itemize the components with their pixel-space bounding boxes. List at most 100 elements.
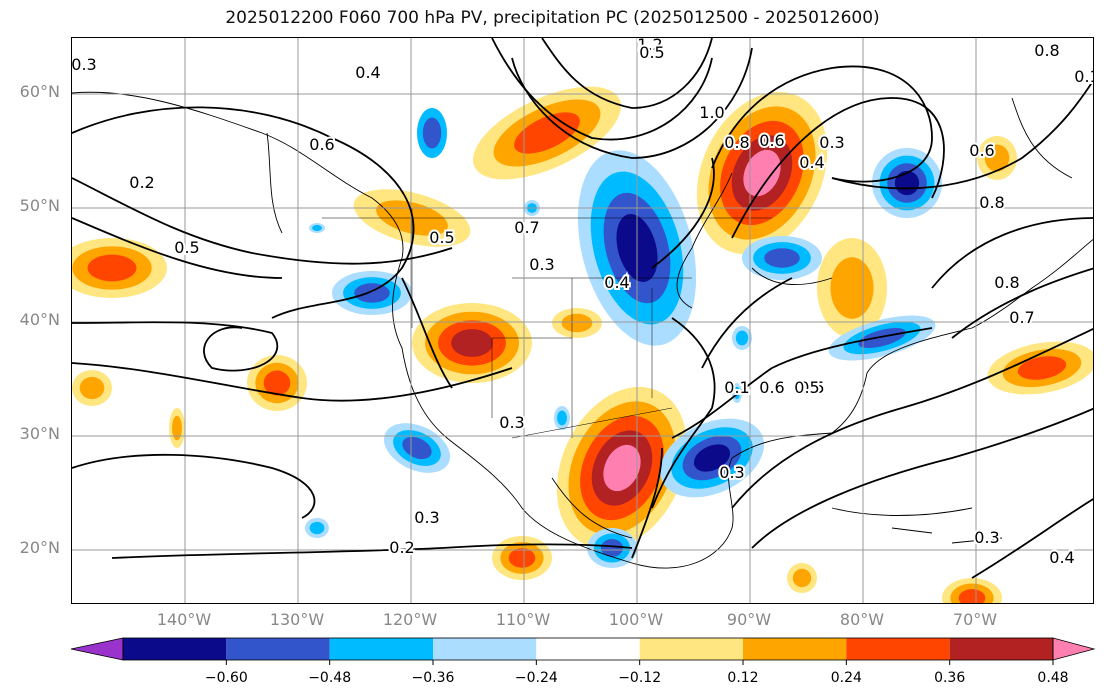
contour-label-28: 0.2 <box>389 538 414 557</box>
map-title: 2025012200 F060 700 hPa PV, precipitatio… <box>225 8 880 28</box>
contour-label-7: 0.5 <box>174 238 199 257</box>
contour-label-15: 0.5 <box>429 228 454 247</box>
colorbar-block-2 <box>226 638 330 660</box>
precipitation-shading <box>72 86 1093 603</box>
precip-blob-4 <box>764 248 800 268</box>
contour-label-2: 1.2 <box>637 38 662 54</box>
lon-label-130w: 130°W <box>269 610 325 629</box>
lat-label-40n: 40°N <box>19 310 60 329</box>
contour-labels: 0.30.41.20.80.10.60.20.50.71.00.80.60.50… <box>72 38 1093 569</box>
pv-contour-5 <box>72 453 316 519</box>
contour-label-16: 0.3 <box>529 255 554 274</box>
pv-contour-16 <box>731 327 1093 509</box>
lat-label-60n: 60°N <box>19 82 60 101</box>
lon-label-90w: 90°W <box>726 610 772 629</box>
lon-label-80w: 80°W <box>839 610 885 629</box>
precip-blob-7 <box>984 144 1010 172</box>
precip-blob-24 <box>309 521 325 535</box>
precip-blob-22 <box>508 548 536 568</box>
colorbar-block-8 <box>846 638 950 660</box>
lat-label-50n: 50°N <box>19 196 60 215</box>
coastline-5 <box>831 507 973 516</box>
coastlines <box>72 91 1093 569</box>
colorbar-tick-label-8: 0.48 <box>1037 670 1068 686</box>
coastline-6 <box>1011 97 1073 179</box>
contour-label-11: 0.6 <box>759 131 784 150</box>
colorbar-tick-label-0: −0.60 <box>205 670 248 686</box>
lon-label-140w: 140°W <box>156 610 212 629</box>
colorbar-tick-label-6: 0.24 <box>831 670 862 686</box>
precip-blob-13 <box>263 370 291 396</box>
contour-label-6: 0.2 <box>129 173 154 192</box>
pv-contour-0 <box>72 106 415 319</box>
pv-contour-9 <box>541 38 713 109</box>
precip-blob-12 <box>561 313 593 333</box>
precip-blob-27 <box>557 410 567 426</box>
colorbar-frame <box>122 637 1054 661</box>
pv-contour-2 <box>72 217 283 279</box>
contour-label-0: 0.3 <box>72 55 97 74</box>
precip-blob-26 <box>958 589 986 603</box>
contour-label-26: 0.5 <box>794 378 819 397</box>
pv-contour-22 <box>631 447 663 559</box>
precip-blob-9 <box>87 254 137 282</box>
pv-contour-13 <box>651 157 715 269</box>
colorbar-block-9 <box>949 638 1053 660</box>
lat-label-20n: 20°N <box>19 538 60 557</box>
lon-label-100w: 100°W <box>608 610 664 629</box>
contour-label-14: 0.8 <box>979 193 1004 212</box>
precip-blob-11 <box>451 329 493 357</box>
contour-label-3: 0.8 <box>1034 41 1059 60</box>
contour-label-23: 0.5 <box>799 378 824 397</box>
lat-label-30n: 30°N <box>19 424 60 443</box>
contour-label-24: 0.1 <box>724 378 749 397</box>
colorbar-tick-label-7: 0.36 <box>934 670 965 686</box>
contour-label-31: 0.4 <box>1049 548 1074 567</box>
pv-contour-10 <box>711 65 933 183</box>
contour-label-18: 0.4 <box>799 153 824 172</box>
contour-label-21: 0.7 <box>1009 308 1034 327</box>
pv-contour-4 <box>72 362 513 402</box>
contour-label-25: 0.3 <box>499 413 524 432</box>
coastline-4 <box>551 477 633 539</box>
pv-contour-6 <box>111 543 633 559</box>
coastline-3 <box>751 267 833 286</box>
precip-blob-29 <box>312 224 322 232</box>
precip-blob-21 <box>1017 356 1067 380</box>
colorbar-block-7 <box>743 638 847 660</box>
colorbar-tick-label-4: −0.12 <box>618 670 661 686</box>
pv-contour-14 <box>701 277 793 369</box>
map-panel: 0.30.41.20.80.10.60.20.50.71.00.80.60.50… <box>71 37 1094 604</box>
colorbar-tick-label-2: −0.36 <box>412 670 455 686</box>
contour-label-10: 0.8 <box>724 133 749 152</box>
precip-blob-1 <box>422 117 442 149</box>
precip-blob-25 <box>792 568 812 588</box>
precip-blob-30 <box>735 330 749 346</box>
contour-label-29: 0.3 <box>719 463 744 482</box>
precip-blob-20 <box>858 328 906 348</box>
pv-contour-21 <box>651 317 716 509</box>
pv-contour-18 <box>931 217 1093 289</box>
pv-contour-15 <box>671 327 933 439</box>
pv-contour-3 <box>72 321 279 372</box>
pv-contour-17 <box>751 407 1093 549</box>
colorbar-block-1 <box>123 638 227 660</box>
contour-label-30: 0.3 <box>974 528 999 547</box>
pv-contour-23 <box>401 277 453 389</box>
map-canvas: 0.30.41.20.80.10.60.20.50.71.00.80.60.50… <box>72 38 1093 603</box>
colorbar: −0.60 −0.48 −0.36 −0.24 −0.12 0.12 0.24 0.36 0.4… <box>70 637 1096 686</box>
colorbar-block-4 <box>433 638 537 660</box>
precip-blob-15 <box>172 415 182 441</box>
pv-contour-19 <box>951 267 1093 339</box>
colorbar-tick-label-3: −0.24 <box>515 670 558 686</box>
pv-contour-8 <box>511 47 753 159</box>
colorbar-tick-label-5: 0.12 <box>727 670 758 686</box>
precip-blob-18 <box>693 444 731 472</box>
coastline-2 <box>676 172 733 309</box>
precip-blob-16 <box>402 436 432 460</box>
contour-label-5: 0.6 <box>309 135 334 154</box>
pv-contour-12 <box>831 79 1093 190</box>
border-3 <box>511 407 673 439</box>
colorbar-tick-label-1: −0.48 <box>308 670 351 686</box>
contour-label-9: 1.0 <box>699 103 724 122</box>
